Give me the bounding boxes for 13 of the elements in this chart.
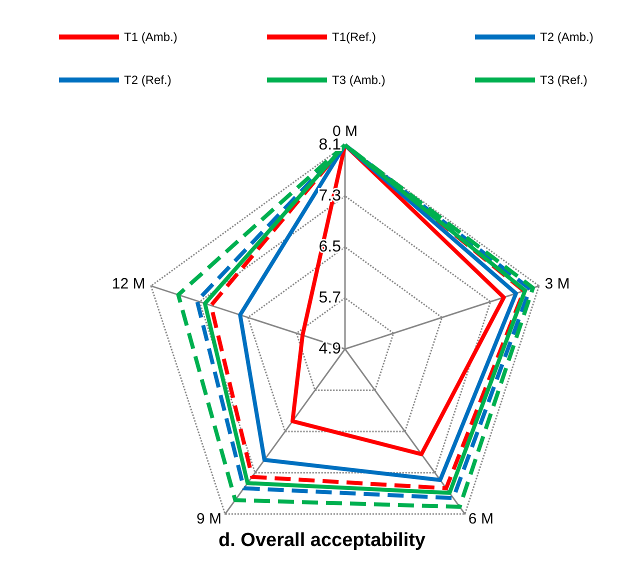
spoke-label: 9 M: [196, 510, 222, 528]
spoke-label: 6 M: [468, 510, 494, 528]
legend-label: T2 (Ref.): [124, 73, 172, 87]
spoke-label: 3 M: [544, 276, 570, 293]
legend-label: T3 (Amb.): [332, 73, 386, 87]
legend-label: T2 (Amb.): [540, 30, 594, 44]
legend-label: T1 (Amb.): [124, 30, 178, 44]
spoke-label: 12 M: [112, 276, 146, 293]
y-tick-label: 5.7: [318, 290, 342, 306]
y-tick-label: 4.9: [318, 340, 342, 358]
legend-label: T1(Ref.): [332, 30, 376, 44]
text: d. Overall acceptability: [218, 530, 426, 551]
legend-label: T3 (Ref.): [540, 73, 588, 87]
